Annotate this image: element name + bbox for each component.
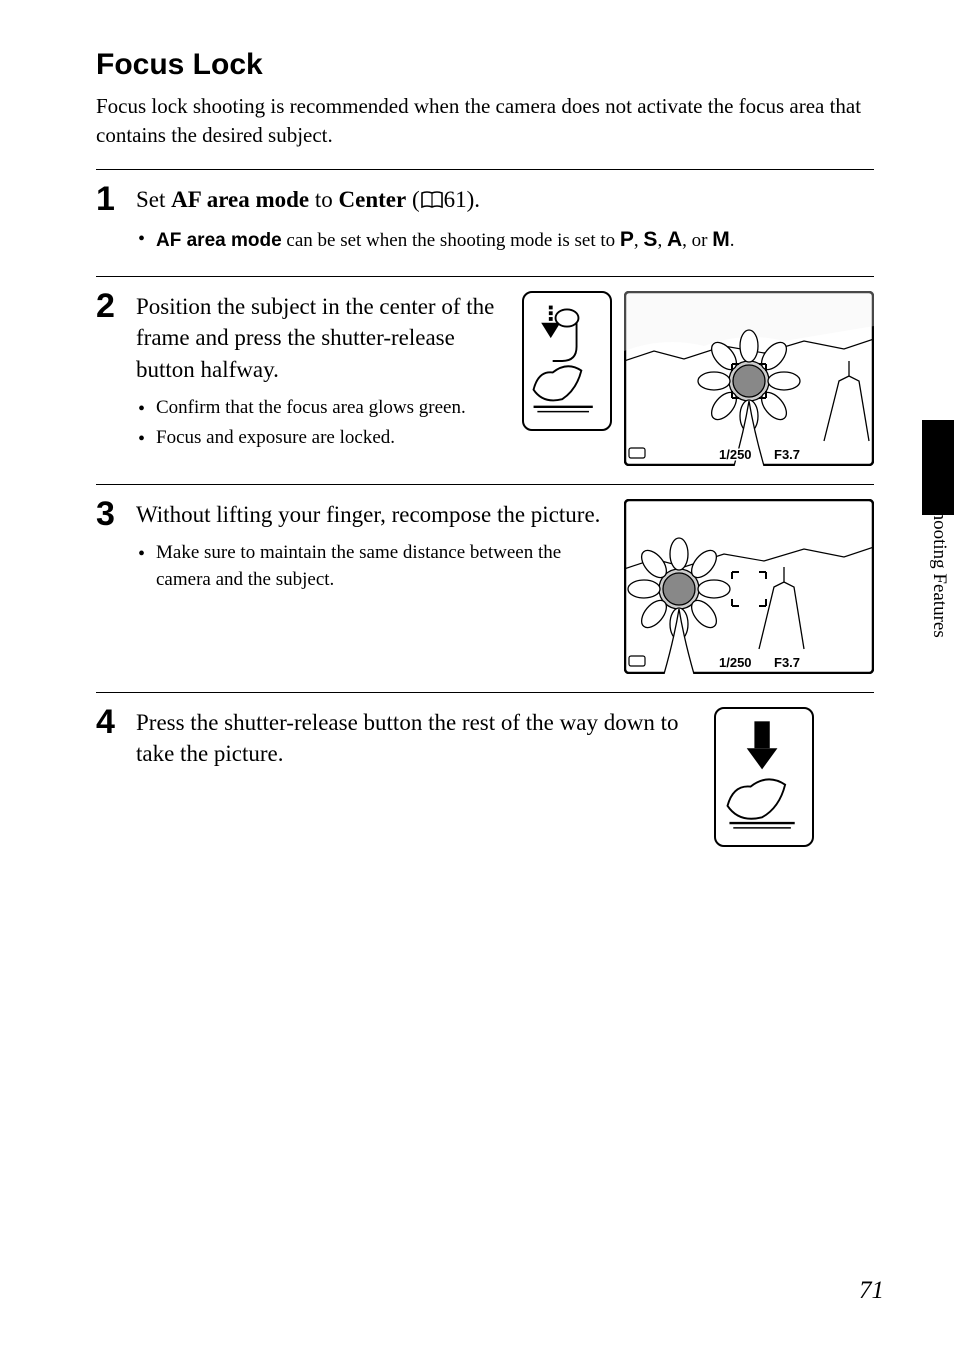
step-bullet: Confirm that the focus area glows green. [136, 395, 506, 422]
half-press-illustration [522, 291, 612, 431]
step-number: 1 [96, 182, 136, 216]
reference-icon [421, 191, 443, 209]
page-title: Focus Lock [96, 48, 874, 82]
step-2: 2 Position the subject in the center of … [96, 277, 874, 485]
step-heading: Press the shutter-release button the res… [136, 707, 698, 769]
step-number: 4 [96, 705, 136, 739]
step-4: 4 Press the shutter-release button the r… [96, 693, 874, 865]
section-label: Shooting Features [928, 500, 950, 638]
full-press-illustration [714, 707, 814, 847]
svg-text:1/250: 1/250 [719, 655, 752, 670]
step-bullet: Make sure to maintain the same distance … [136, 540, 608, 593]
step-number: 2 [96, 289, 136, 323]
svg-text:1/250: 1/250 [719, 447, 752, 462]
step-heading: Set AF area mode to Center (61). [136, 184, 874, 215]
step-heading: Without lifting your finger, recompose t… [136, 499, 608, 530]
step-3: 3 Without lifting your finger, recompose… [96, 485, 874, 693]
step-bullet: AF area mode can be set when the shootin… [136, 225, 874, 255]
lcd-recomposed-illustration: 1/250 F3.7 [624, 499, 874, 674]
svg-text:F3.7: F3.7 [774, 447, 800, 462]
lcd-centered-illustration: 1/250 F3.7 [624, 291, 874, 466]
page-number: 71 [859, 1277, 884, 1305]
step-1: 1 Set AF area mode to Center (61). AF ar… [96, 170, 874, 278]
step-number: 3 [96, 497, 136, 531]
intro-text: Focus lock shooting is recommended when … [96, 92, 874, 151]
step-heading: Position the subject in the center of th… [136, 291, 506, 384]
svg-text:F3.7: F3.7 [774, 655, 800, 670]
step-bullet: Focus and exposure are locked. [136, 425, 506, 452]
